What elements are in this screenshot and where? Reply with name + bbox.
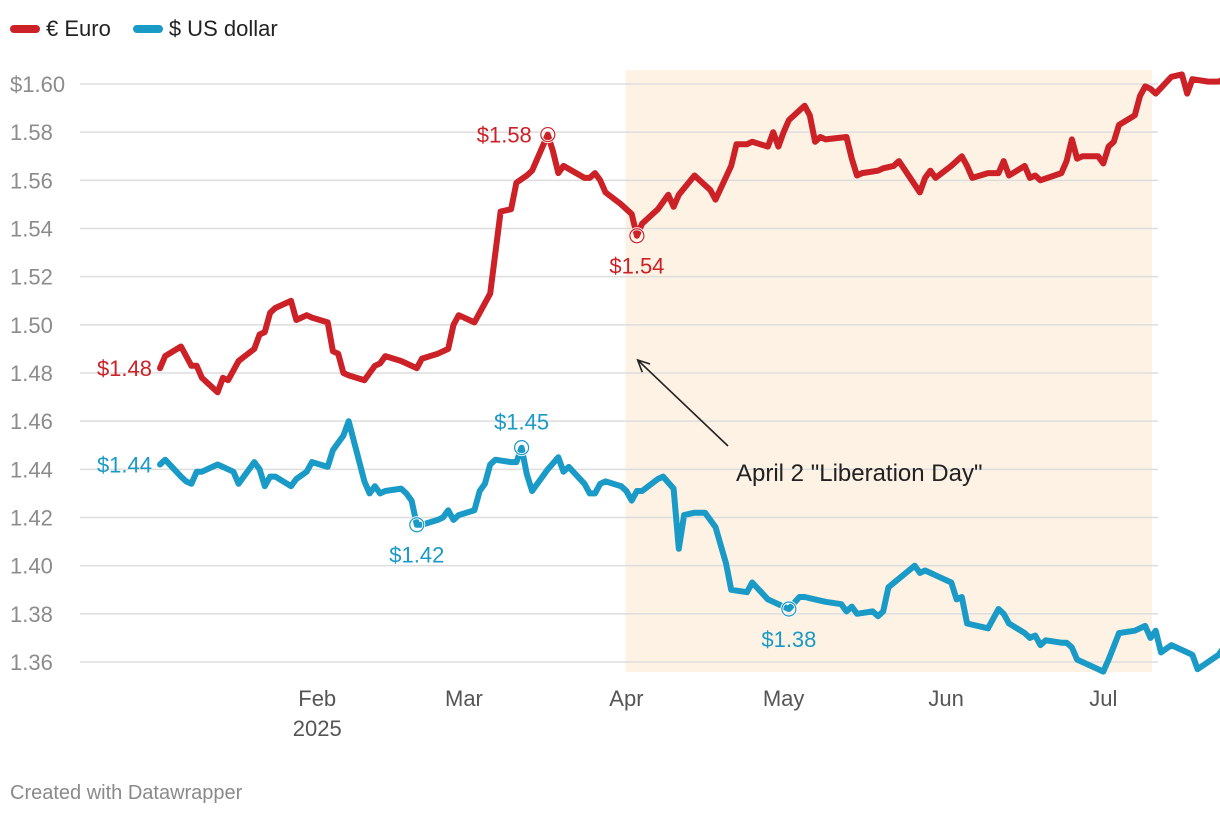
legend-swatch-usd [132, 25, 163, 33]
line-chart: $1.60 1.58 1.56 1.54 1.52 1.50 1.48 1.46 1.44 1.4… [10, 70, 1220, 741]
data-label: $1.48 [97, 356, 152, 381]
x-tick-sublabel: 2025 [293, 716, 342, 741]
series-line-euro [157, 71, 1220, 396]
label-marker [629, 228, 645, 244]
label-marker [514, 440, 530, 456]
label-marker [781, 601, 797, 617]
legend: € Euro $ US dollar [10, 16, 278, 42]
y-tick-label: 1.36 [10, 650, 53, 675]
legend-label-usd: $ US dollar [168, 16, 278, 41]
annotation-text: April 2 "Liberation Day" [736, 460, 983, 487]
y-tick-label: 1.48 [10, 361, 53, 386]
x-tick-label: Feb [298, 686, 336, 711]
annotation-arrow [637, 359, 729, 447]
annotation-arrowhead [636, 358, 651, 373]
legend-item-usd[interactable]: $ US dollar [132, 16, 278, 42]
data-label: $1.45 [494, 410, 549, 435]
x-tick-label: Jul [1089, 686, 1117, 711]
highlight-band [625, 70, 1152, 672]
y-tick-label: 1.58 [10, 120, 53, 145]
x-tick-label: Jun [928, 686, 963, 711]
y-tick-label: 1.44 [10, 457, 53, 482]
data-label: $1.42 [389, 543, 444, 568]
data-label: $1.44 [97, 453, 152, 478]
label-marker [409, 517, 425, 533]
label-marker [540, 126, 556, 143]
y-tick-label: $1.60 [10, 72, 65, 97]
y-tick-label: 1.56 [10, 168, 53, 193]
x-tick-label: May [763, 686, 805, 711]
y-tick-label: 1.38 [10, 602, 53, 627]
x-tick-label: Mar [445, 686, 483, 711]
x-tick-label: Apr [609, 686, 643, 711]
y-tick-label: 1.40 [10, 554, 53, 579]
legend-item-euro[interactable]: € Euro [10, 16, 111, 42]
series-line-usd [157, 418, 1220, 675]
y-tick-label: 1.42 [10, 506, 53, 531]
footer-credit: Created with Datawrapper [10, 782, 243, 804]
y-tick-label: 1.54 [10, 217, 53, 242]
data-label: $1.54 [609, 254, 664, 279]
data-label: $1.58 [477, 123, 532, 148]
legend-swatch-euro [10, 25, 40, 33]
y-tick-label: 1.46 [10, 409, 53, 434]
legend-label-euro: € Euro [46, 16, 111, 41]
y-tick-label: 1.52 [10, 265, 53, 290]
data-label: $1.38 [761, 627, 816, 652]
y-tick-label: 1.50 [10, 313, 53, 338]
